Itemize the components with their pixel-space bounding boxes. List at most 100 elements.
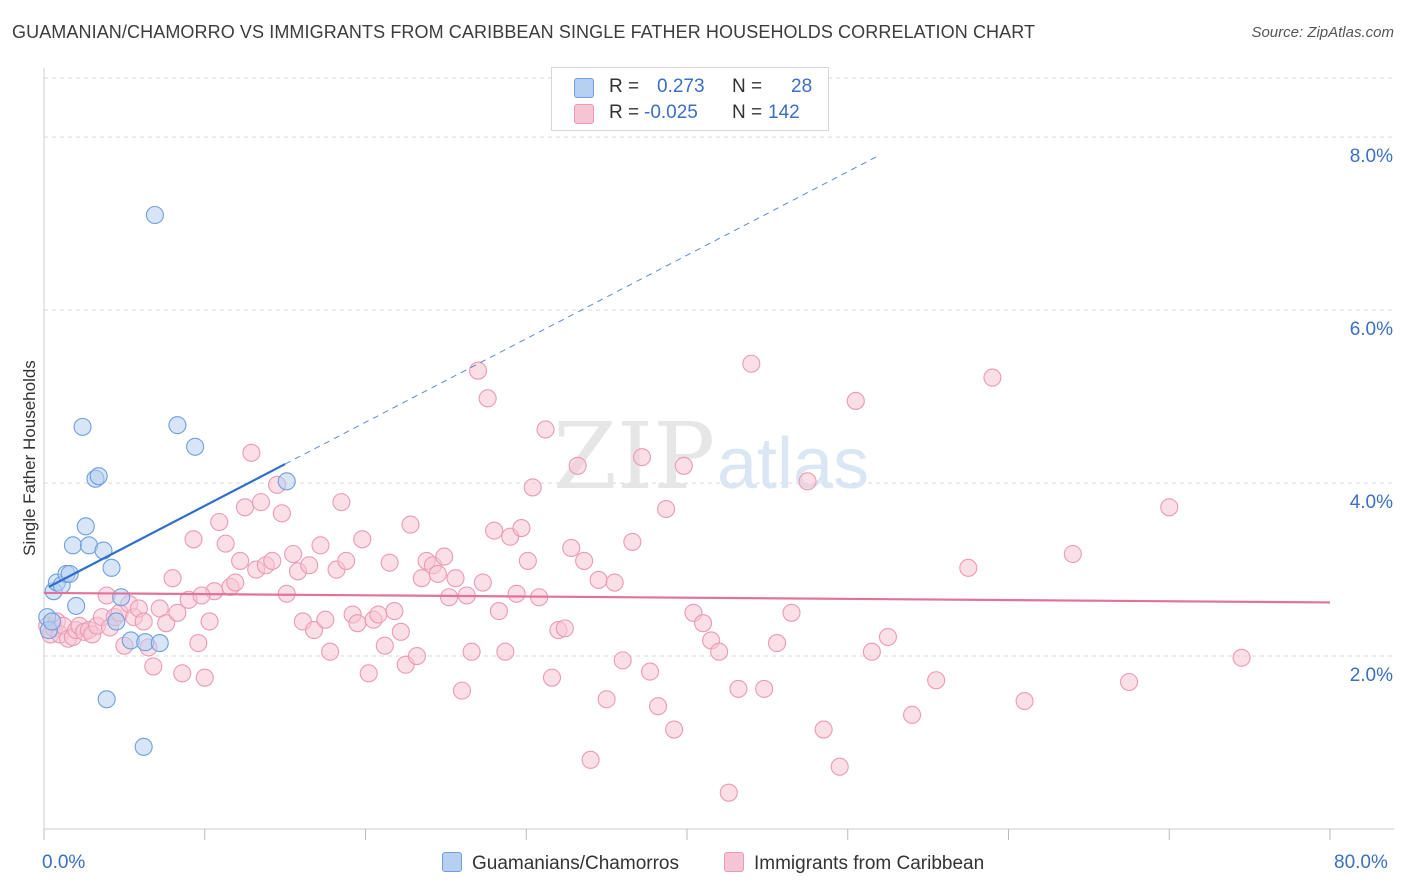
caribbean-point bbox=[613, 651, 632, 670]
y-tick-label: 2.0% bbox=[1350, 665, 1393, 686]
caribbean-point bbox=[440, 588, 459, 607]
guamanian-point bbox=[277, 472, 296, 491]
caribbean-point bbox=[489, 602, 508, 621]
caribbean-point bbox=[674, 456, 693, 475]
legend-n-value: 28 bbox=[791, 76, 813, 97]
caribbean-point bbox=[742, 354, 761, 373]
caribbean-point bbox=[353, 530, 372, 549]
caribbean-point bbox=[446, 569, 465, 588]
caribbean-point bbox=[235, 498, 254, 517]
caribbean-point bbox=[782, 603, 801, 622]
caribbean-point bbox=[407, 646, 426, 666]
guamanian-point bbox=[63, 536, 82, 555]
caribbean-point bbox=[242, 443, 261, 462]
caribbean-point bbox=[862, 642, 881, 661]
axis-layer bbox=[43, 68, 1394, 840]
guamanian-point bbox=[150, 634, 169, 653]
guamanian-point bbox=[89, 467, 108, 486]
chart-title: GUAMANIAN/CHAMORRO VS IMMIGRANTS FROM CA… bbox=[12, 22, 1036, 42]
caribbean-point bbox=[575, 551, 594, 570]
caribbean-point bbox=[846, 391, 865, 410]
caribbean-point bbox=[798, 472, 817, 491]
caribbean-point bbox=[134, 612, 153, 631]
caribbean-point bbox=[251, 493, 271, 512]
trend-layer bbox=[43, 154, 1331, 604]
caribbean-point bbox=[562, 538, 581, 557]
caribbean-point bbox=[581, 750, 600, 769]
caribbean-point bbox=[173, 664, 192, 683]
caribbean-point bbox=[878, 627, 897, 647]
caribbean-point bbox=[478, 389, 497, 408]
caribbean-point bbox=[157, 614, 176, 633]
bottom-legend-swatch-blue bbox=[442, 852, 462, 872]
guamanian-points bbox=[38, 205, 296, 756]
caribbean-point bbox=[385, 602, 404, 621]
guamanian-point bbox=[102, 558, 121, 577]
caribbean-point bbox=[195, 668, 214, 687]
caribbean-point bbox=[555, 619, 574, 638]
caribbean-point bbox=[462, 642, 481, 661]
legend-swatch-blue bbox=[574, 78, 594, 98]
guamanian-point bbox=[67, 596, 86, 615]
y-tick-label: 4.0% bbox=[1350, 492, 1393, 513]
y-tick-label: 8.0% bbox=[1350, 146, 1393, 167]
caribbean-point bbox=[512, 519, 531, 538]
caribbean-point bbox=[192, 586, 211, 605]
legend-swatch-pink bbox=[574, 104, 594, 124]
caribbean-point bbox=[216, 534, 235, 553]
caribbean-point bbox=[452, 681, 472, 700]
guamanian-point bbox=[145, 205, 164, 225]
caribbean-point bbox=[401, 515, 420, 534]
caribbean-point bbox=[649, 697, 668, 716]
caribbean-point bbox=[694, 614, 713, 633]
caribbean-point bbox=[623, 532, 642, 551]
caribbean-point bbox=[518, 551, 537, 570]
caribbean-point bbox=[1063, 544, 1082, 564]
guamanian-point bbox=[112, 588, 131, 607]
caribbean-point bbox=[657, 499, 676, 519]
legend-r-value: 0.273 bbox=[657, 76, 705, 97]
caribbean-point bbox=[163, 569, 182, 588]
caribbean-point bbox=[311, 536, 330, 555]
legend-r-label: R = bbox=[609, 76, 640, 97]
legend-n-label: N = bbox=[732, 102, 763, 123]
caribbean-point bbox=[1015, 691, 1034, 711]
caribbean-point bbox=[597, 690, 616, 709]
legend-r-label: R = bbox=[609, 102, 640, 123]
caribbean-point bbox=[210, 512, 229, 532]
caribbean-point bbox=[485, 521, 504, 540]
caribbean-point bbox=[767, 634, 787, 653]
caribbean-point bbox=[983, 368, 1002, 387]
caribbean-point bbox=[814, 720, 833, 739]
y-axis-label: Single Father Households bbox=[20, 360, 39, 556]
caribbean-point bbox=[1160, 498, 1179, 517]
guamanian-point bbox=[97, 690, 116, 709]
caribbean-point bbox=[168, 603, 187, 622]
caribbean-trend-line bbox=[43, 591, 1331, 604]
caribbean-point bbox=[380, 553, 399, 572]
caribbean-point bbox=[1232, 648, 1251, 667]
caribbean-point bbox=[719, 783, 738, 802]
bottom-legend-caribbean: Immigrants from Caribbean bbox=[724, 852, 984, 875]
caribbean-point bbox=[300, 556, 319, 575]
caribbean-point bbox=[927, 671, 946, 690]
watermark-atlas: atlas bbox=[717, 424, 869, 504]
caribbean-point bbox=[729, 679, 748, 698]
stats-legend: R = 0.273 N = 28 R = -0.025 N = 142 bbox=[551, 67, 829, 131]
caribbean-point bbox=[496, 642, 515, 661]
watermark: ZIP atlas bbox=[553, 403, 869, 510]
guamanian-trend-line bbox=[48, 463, 286, 588]
caribbean-point bbox=[632, 448, 652, 467]
grid-layer bbox=[44, 77, 1394, 657]
caribbean-point bbox=[542, 668, 562, 687]
caribbean-point bbox=[272, 504, 291, 523]
caribbean-point bbox=[332, 493, 351, 512]
x-tick-min: 0.0% bbox=[42, 852, 86, 873]
caribbean-point bbox=[375, 636, 394, 655]
bottom-legend-guamanian: Guamanians/Chamorros bbox=[442, 852, 679, 875]
caribbean-point bbox=[605, 573, 624, 592]
caribbean-point bbox=[284, 544, 303, 564]
caribbean-point bbox=[435, 547, 454, 566]
guamanian-point bbox=[186, 437, 205, 456]
